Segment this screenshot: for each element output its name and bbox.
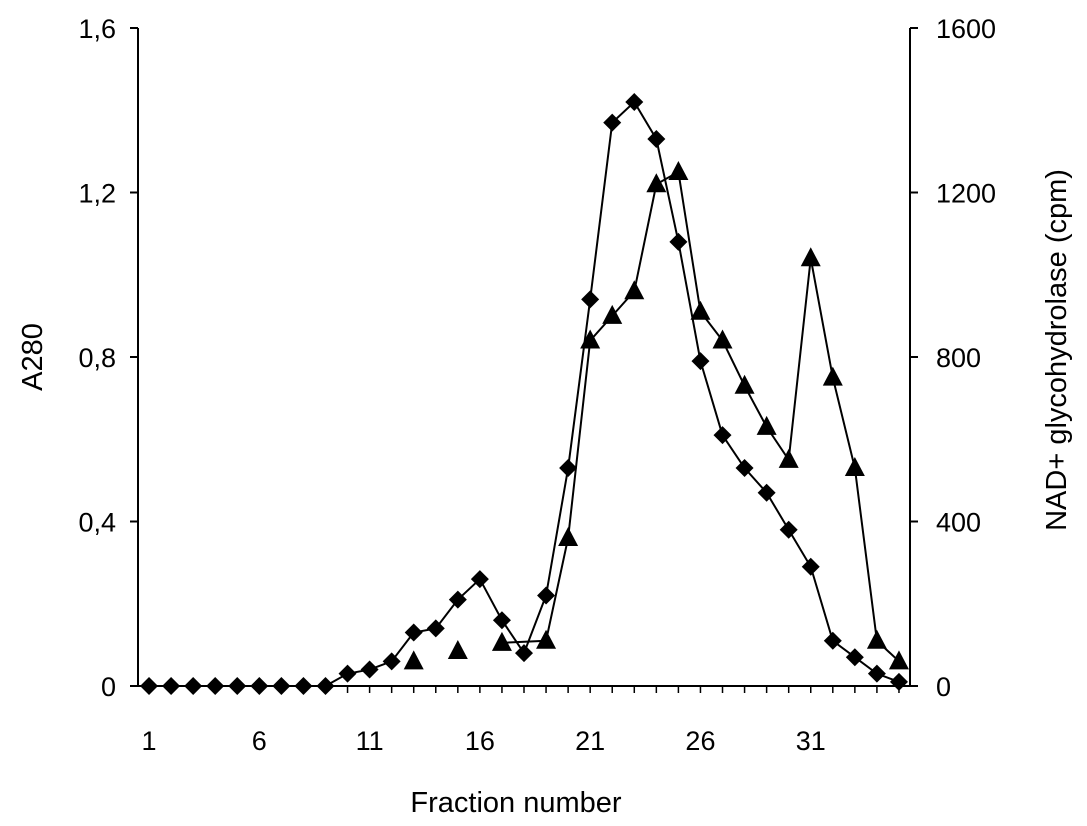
diamond-point — [823, 631, 842, 650]
x-tick-label: 21 — [575, 726, 605, 756]
series-triangle-line — [501, 170, 900, 663]
diamond-point — [404, 623, 423, 642]
diamond-point — [470, 570, 489, 589]
y-tick-label-left: 0,8 — [78, 343, 116, 373]
x-tick-label: 26 — [685, 726, 715, 756]
triangle-point — [712, 329, 733, 349]
triangle-point — [822, 366, 843, 386]
triangle-point — [558, 526, 579, 546]
y-tick-label-right: 400 — [936, 508, 981, 538]
series-diamond-line — [149, 100, 900, 687]
diamond-point — [691, 352, 710, 371]
diamond-point — [294, 677, 313, 695]
diamond-point — [779, 520, 798, 539]
triangle-point — [447, 640, 468, 660]
triangle-point — [403, 650, 424, 670]
triangle-point — [888, 650, 909, 670]
triangle-point — [690, 300, 711, 320]
diamond-point — [184, 677, 203, 695]
diamond-point — [647, 130, 666, 149]
diamond-point — [581, 290, 600, 309]
y-axis-title-right: NAD+ glycohydrolase (cpm) — [1041, 169, 1073, 531]
y-tick-label-right: 0 — [936, 672, 951, 702]
y-tick-label-right: 800 — [936, 343, 981, 373]
x-tick-label: 31 — [796, 726, 826, 756]
triangle-point — [844, 457, 865, 477]
y-tick-label-right: 1200 — [936, 179, 996, 209]
diamond-point — [537, 586, 556, 605]
y-tick-label-left: 1,2 — [78, 179, 116, 209]
diamond-point — [735, 459, 754, 478]
x-tick-label: 6 — [252, 726, 267, 756]
triangle-point — [734, 374, 755, 394]
diamond-point — [559, 459, 578, 478]
x-tick-label: 11 — [356, 726, 384, 756]
y-axis-title-left: A280 — [17, 323, 49, 391]
diamond-point — [492, 611, 511, 630]
triangle-point — [580, 329, 601, 349]
triangle-point — [756, 415, 777, 435]
diamond-point — [515, 644, 533, 663]
triangle-point — [646, 173, 667, 193]
axes — [137, 28, 911, 687]
triangle-point — [866, 629, 887, 649]
diamond-point — [448, 590, 467, 609]
y-tick-label-left: 0,4 — [78, 508, 116, 538]
diamond-point — [625, 93, 644, 112]
diamond-point — [713, 426, 732, 445]
diamond-point — [801, 557, 820, 576]
triangle-point — [800, 247, 821, 267]
x-tick-label: 1 — [142, 726, 157, 756]
diamond-point — [889, 672, 908, 691]
diamond-point — [382, 652, 401, 671]
diamond-point — [272, 677, 291, 695]
triangle-point — [602, 304, 623, 324]
series-markers — [140, 93, 909, 695]
triangle-point — [624, 280, 645, 300]
diamond-point — [206, 677, 225, 695]
diamond-point — [845, 648, 864, 667]
diamond-point — [250, 677, 269, 695]
diamond-point — [316, 677, 335, 695]
triangle-point — [491, 631, 512, 651]
x-axis-title: Fraction number — [410, 787, 621, 819]
series-lines — [149, 100, 900, 687]
diamond-point — [338, 664, 357, 683]
triangle-point — [536, 629, 557, 649]
x-tick-label: 16 — [465, 726, 495, 756]
diamond-point — [426, 619, 445, 638]
diamond-point — [162, 677, 181, 695]
diamond-point — [228, 677, 247, 695]
y-tick-label-right: 1600 — [936, 14, 996, 44]
y-tick-label-left: 1,6 — [78, 14, 116, 44]
diamond-point — [669, 232, 688, 251]
diamond-point — [603, 113, 622, 132]
diamond-point — [140, 677, 159, 695]
triangle-point — [778, 448, 799, 468]
y-tick-label-left: 0 — [101, 672, 116, 702]
triangle-point — [668, 160, 689, 180]
diamond-point — [360, 660, 379, 679]
diamond-point — [867, 664, 886, 683]
diamond-point — [757, 483, 776, 502]
